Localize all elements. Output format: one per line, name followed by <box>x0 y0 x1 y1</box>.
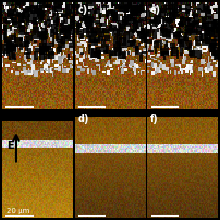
Text: d): d) <box>77 114 89 124</box>
Text: e): e) <box>150 5 161 15</box>
Text: 20 μm: 20 μm <box>7 208 30 214</box>
Text: c): c) <box>77 5 88 15</box>
Text: f): f) <box>150 114 159 124</box>
Text: E: E <box>7 141 14 151</box>
